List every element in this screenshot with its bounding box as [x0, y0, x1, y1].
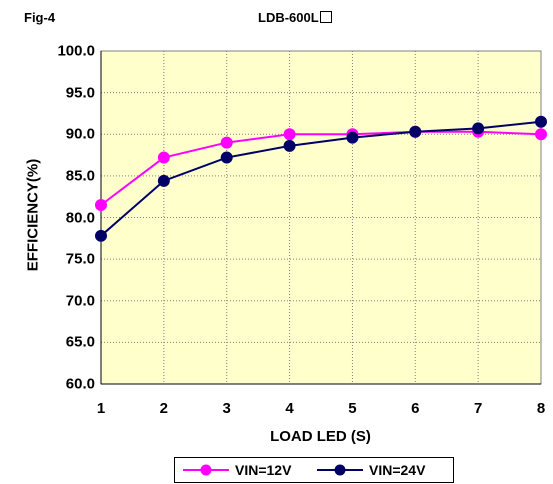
- x-axis-label: LOAD LED (S): [270, 428, 371, 445]
- legend-swatch-vin24: [317, 464, 363, 476]
- x-tick-label: 8: [536, 400, 546, 417]
- y-tick-label: 85.0: [65, 167, 95, 185]
- x-tick-label: 3: [222, 400, 231, 417]
- y-tick-label: 75.0: [65, 250, 95, 268]
- y-tick-label: 90.0: [65, 125, 95, 143]
- figure-label: Fig-4: [24, 10, 56, 25]
- series-line-1: [100, 120, 542, 237]
- data-point-series1-x4: [283, 139, 296, 152]
- y-tick-label: 60.0: [65, 375, 95, 393]
- data-point-series1-x1: [95, 229, 107, 242]
- legend-label-vin24: VIN=24V: [369, 462, 426, 478]
- x-tick-label: 4: [285, 400, 294, 417]
- x-tick-label: 6: [411, 400, 420, 417]
- title-square-glyph: [319, 11, 332, 23]
- data-point-series0-x2: [157, 151, 170, 164]
- y-axis-label: EFFICIENCY(%): [24, 158, 42, 272]
- x-tick-label: 2: [159, 400, 169, 417]
- data-point-series0-x4: [283, 128, 296, 141]
- legend-item-vin24: VIN=24V: [315, 458, 425, 482]
- data-point-series1-x3: [220, 151, 233, 164]
- y-tick-label: 70.0: [65, 292, 95, 310]
- data-point-series0-x8: [535, 128, 547, 141]
- data-point-series1-x6: [409, 125, 422, 138]
- series-line-0: [100, 130, 542, 206]
- y-tick-label: 100.0: [57, 42, 95, 60]
- legend: VIN=12V VIN=24V: [174, 457, 454, 483]
- legend-label-vin12: VIN=12V: [235, 462, 292, 478]
- data-point-series0-x1: [95, 199, 107, 212]
- data-point-series1-x8: [535, 115, 547, 128]
- data-point-series1-x2: [157, 174, 170, 187]
- chart-title-text: LDB-600L: [258, 10, 319, 25]
- x-tick-label: 5: [348, 400, 357, 417]
- data-point-series1-x7: [472, 122, 485, 135]
- y-tick-label: 80.0: [65, 209, 95, 226]
- data-point-series1-x5: [346, 131, 359, 144]
- legend-swatch-vin12: [183, 464, 229, 476]
- x-tick-label: 7: [473, 400, 483, 417]
- y-tick-label: 95.0: [65, 84, 95, 102]
- y-tick-label: 65.0: [65, 333, 95, 351]
- chart-title: LDB-600L: [258, 10, 332, 25]
- data-point-series0-x3: [220, 136, 233, 149]
- legend-item-vin12: VIN=12V: [181, 458, 291, 482]
- x-tick-label: 1: [96, 400, 106, 417]
